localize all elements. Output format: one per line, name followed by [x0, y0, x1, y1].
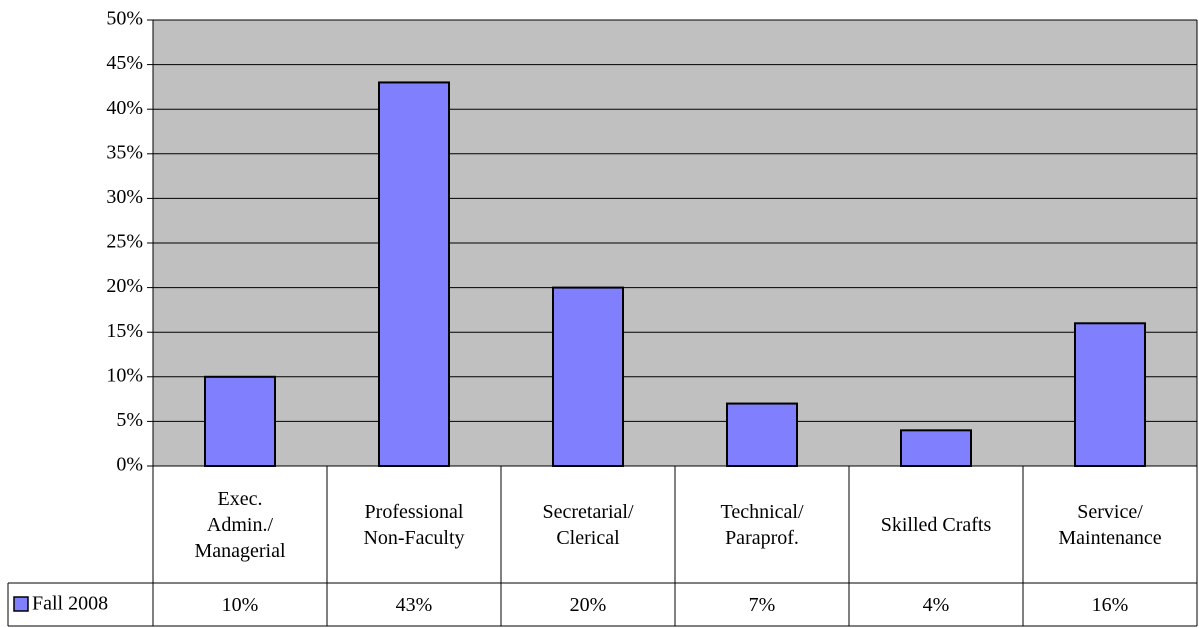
data-table-value: 7%	[748, 593, 776, 616]
legend-marker	[13, 596, 29, 612]
category-label: Technical/ Paraprof.	[720, 500, 804, 549]
bar	[726, 402, 798, 467]
bar	[1074, 322, 1146, 467]
y-tick-label: 45%	[106, 52, 143, 74]
bar	[378, 81, 450, 467]
y-tick-label: 20%	[106, 275, 143, 297]
category-label: Skilled Crafts	[880, 513, 992, 536]
y-tick-label: 30%	[106, 186, 143, 208]
y-tick-label: 40%	[106, 97, 143, 119]
data-table-value: 43%	[395, 593, 433, 616]
bar	[204, 375, 276, 467]
bar	[900, 429, 972, 468]
category-label: Professional Non-Faculty	[363, 500, 465, 549]
data-table-value: 4%	[922, 593, 950, 616]
y-tick-label: 5%	[116, 409, 143, 431]
category-label: Secretarial/ Clerical	[542, 500, 634, 549]
y-tick-label: 10%	[106, 364, 143, 386]
y-tick-label: 50%	[106, 8, 143, 30]
legend-label: Fall 2008	[32, 593, 108, 615]
category-label: Exec. Admin./ Managerial	[194, 487, 286, 562]
y-tick-label: 15%	[106, 320, 143, 342]
y-tick-label: 0%	[116, 454, 143, 476]
category-label: Service/ Maintenance	[1058, 500, 1162, 549]
data-table-value: 16%	[1091, 593, 1129, 616]
data-table-value: 20%	[569, 593, 607, 616]
y-tick-label: 35%	[106, 141, 143, 163]
bar	[552, 286, 624, 467]
data-table-value: 10%	[221, 593, 259, 616]
y-tick-label: 25%	[106, 231, 143, 253]
